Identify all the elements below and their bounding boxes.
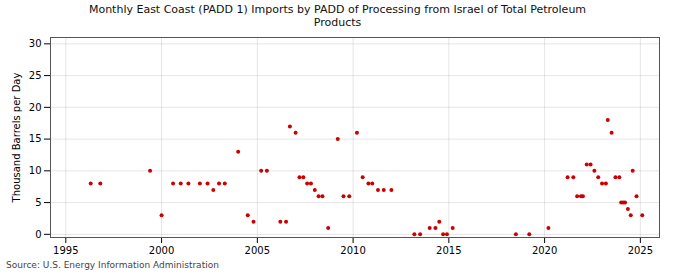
svg-text:0: 0	[35, 229, 41, 240]
svg-text:2010: 2010	[340, 245, 365, 256]
svg-text:2005: 2005	[245, 245, 270, 256]
svg-text:2000: 2000	[149, 245, 174, 256]
svg-text:15: 15	[29, 133, 42, 144]
svg-text:2015: 2015	[436, 245, 461, 256]
svg-text:25: 25	[29, 70, 42, 81]
svg-text:5: 5	[35, 197, 41, 208]
html-text:Source: U.S. Energy Informatio: Source: U.S. Energy Information Administ…	[6, 260, 219, 270]
svg-text:2025: 2025	[628, 245, 653, 256]
svg-text:1995: 1995	[53, 245, 78, 256]
svg-text:30: 30	[29, 38, 42, 49]
svg-text:10: 10	[29, 165, 42, 176]
svg-text:20: 20	[29, 102, 42, 113]
html-text:Monthly East Coast (PADD 1) Im: Monthly East Coast (PADD 1) Imports by P…	[88, 3, 587, 29]
svg-text:Thousand Barrels per Day: Thousand Barrels per Day	[11, 73, 22, 204]
svg-text:2020: 2020	[532, 245, 557, 256]
